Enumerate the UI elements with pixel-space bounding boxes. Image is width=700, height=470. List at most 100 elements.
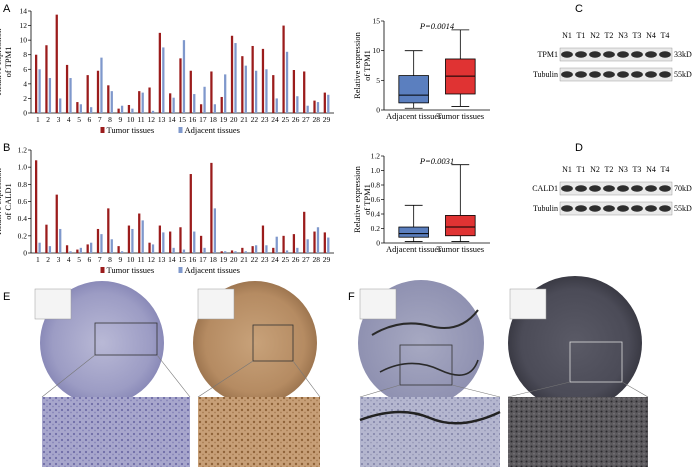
blot-band [575, 51, 587, 58]
ihc-label-box [197, 288, 235, 320]
bar-adjacent [110, 91, 113, 113]
blot-band [575, 185, 587, 192]
ihc-zoom-f-adjacent [360, 397, 500, 467]
blot-band [589, 205, 601, 212]
bar-adjacent [275, 98, 278, 113]
x-tick-label: 18 [209, 115, 217, 124]
ihc-zoom-box [94, 322, 158, 356]
blot-strip [559, 201, 673, 216]
legend-swatch-tumor [100, 127, 105, 133]
bar-tumor [179, 58, 182, 113]
blot-strip [559, 181, 673, 196]
ihc-zoom-e-adjacent [42, 397, 190, 467]
legend-swatch-adjacent [178, 267, 183, 273]
x-tick-label: 17 [199, 115, 207, 124]
bar-adjacent [306, 239, 309, 253]
y-tick-label: 1.2 [18, 146, 28, 155]
bar-adjacent [79, 104, 82, 113]
bar-tumor [303, 71, 306, 113]
bar-tumor [272, 247, 275, 253]
ihc-label-box [509, 288, 547, 320]
panel-letter-b: B [3, 142, 10, 154]
x-tick-label: 27 [302, 255, 310, 264]
blot-band [659, 71, 671, 78]
y-axis-label-line2: of CALD1 [3, 183, 13, 220]
panel-letter-a: A [3, 3, 11, 15]
bar-tumor [96, 228, 100, 253]
bar-tumor [313, 231, 316, 253]
blot-band [631, 205, 643, 212]
x-tick-label: 16 [189, 255, 197, 264]
bar-adjacent [193, 94, 196, 113]
x-tick-label: 7 [98, 115, 102, 124]
y-tick-label: 0.2 [371, 224, 381, 233]
bar-tumor [261, 225, 265, 253]
bar-adjacent [203, 247, 206, 253]
bar-adjacent [100, 234, 103, 253]
bar-tumor [169, 231, 172, 253]
x-tick-label: 21 [240, 115, 248, 124]
bar-adjacent [131, 228, 134, 253]
bar-adjacent [38, 69, 41, 113]
blot-band [645, 185, 657, 192]
box-adjacent [398, 226, 429, 238]
zoom-line [451, 384, 501, 398]
lane-label: N3 [618, 165, 628, 174]
bar-tumor [303, 211, 306, 253]
bar-tumor [148, 242, 151, 253]
blot-band [603, 51, 615, 58]
bar-adjacent [254, 70, 258, 113]
ihc-label-box [34, 288, 72, 320]
lane-label: T2 [605, 31, 614, 40]
molecular-weight-label: 55kD [674, 70, 692, 79]
bar-adjacent [151, 110, 155, 113]
x-tick-label: 29 [323, 255, 331, 264]
lane-label: T2 [605, 165, 614, 174]
bar-tumor [210, 162, 213, 253]
x-tick-label: 24 [271, 255, 279, 264]
bar-adjacent [172, 247, 175, 253]
bar-tumor [127, 104, 131, 113]
bar-tumor [117, 246, 120, 253]
y-tick-label: 1.2 [371, 152, 381, 161]
blot-band [561, 185, 573, 192]
bar-tumor [323, 232, 326, 253]
bar-adjacent [316, 227, 320, 253]
x-tick-label: 8 [108, 115, 112, 124]
x-tick-label: 22 [251, 115, 259, 124]
blot-band [561, 51, 573, 58]
bar-tumor [148, 87, 151, 113]
zoom-line [292, 360, 321, 398]
lane-label: T3 [633, 165, 642, 174]
y-tick-label: 0 [376, 239, 380, 248]
x-tick-label: 15 [178, 255, 186, 264]
ihc-zoom-e-tumor [198, 397, 320, 467]
bar-tumor [230, 35, 234, 114]
bar-adjacent [90, 242, 93, 253]
stromal-strand [379, 359, 479, 376]
molecular-weight-label: 33kD [674, 50, 692, 59]
x-tick-label: 2 [46, 115, 50, 124]
bar-adjacent [275, 236, 278, 253]
x-tick-label: 17 [199, 255, 207, 264]
lane-label: N1 [562, 31, 572, 40]
box-tumor [445, 215, 476, 237]
y-tick-label: 10 [373, 46, 381, 55]
lane-label: N3 [618, 31, 628, 40]
y-tick-label: 0.8 [371, 181, 381, 190]
y-tick-label: 0 [23, 109, 27, 118]
cald1-bar-chart: 0 0.2 0.4 0.6 0.8 1.0 1.2 Relative expression of… [0, 146, 334, 275]
x-category-label: Adjacent tissues [386, 111, 441, 121]
lane-label: N2 [590, 165, 600, 174]
bar-tumor [199, 104, 203, 113]
y-axis-label-line1: Relative expression [352, 31, 362, 99]
x-tick-label: 6 [88, 255, 92, 264]
bar-tumor [323, 92, 326, 113]
y-tick-label: 1.0 [371, 166, 381, 175]
legend-label-tumor: Tumor tissues [107, 125, 155, 135]
zoom-line [41, 354, 96, 398]
legend-label-tumor: Tumor tissues [107, 265, 155, 275]
bar-adjacent [285, 51, 289, 113]
x-tick-label: 27 [302, 115, 310, 124]
